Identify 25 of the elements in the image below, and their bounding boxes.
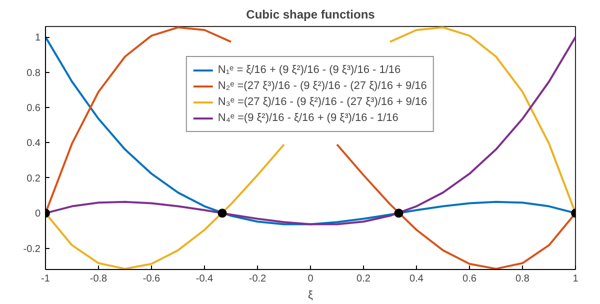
x-tick-label: -0.8 — [90, 274, 108, 284]
x-tick-label: -0.2 — [248, 274, 267, 284]
y-tick-label: 0.2 — [26, 173, 41, 184]
x-tick-label: 0.8 — [516, 274, 530, 284]
y-tick-label: 0 — [34, 208, 41, 220]
legend-label: N₃ᵉ =(27 ξ)/16 - (9 ξ²)/16 - (27 ξ³)/16 + 9/16 — [218, 95, 428, 109]
y-tick-label: 0.8 — [26, 68, 41, 79]
x-tick-label: 1 — [572, 274, 579, 284]
x-tick-label: -1 — [41, 274, 50, 284]
legend-label: N₂ᵉ =(27 ξ³)/16 - (9 ξ²)/16 - (27 ξ)/16 + 9/16 — [218, 79, 427, 93]
y-tick-label: 1 — [34, 32, 41, 44]
y-tick-label: 0.6 — [26, 103, 41, 114]
x-axis-title: ξ — [308, 290, 314, 302]
chart-title: Cubic shape functions — [246, 8, 376, 22]
legend-label: N₁ᵉ = ξ/16 + (9 ξ²)/16 - (9 ξ³)/16 - 1/16 — [218, 63, 401, 77]
x-tick-label: -0.6 — [142, 274, 161, 284]
y-tick-label: 0.4 — [26, 138, 41, 150]
x-tick-label: -0.4 — [196, 274, 214, 284]
x-tick-label: 0 — [308, 274, 314, 284]
x-tick-label: 0.2 — [356, 274, 371, 284]
x-tick-label: 0.6 — [462, 274, 477, 284]
x-tick-label: 0.4 — [410, 274, 424, 284]
line-series — [46, 36, 576, 226]
legend-label: N₄ᵉ =(9 ξ²)/16 - ξ/16 + (9 ξ³)/16 - 1/16 — [218, 111, 398, 125]
y-tick-label: -0.2 — [23, 244, 41, 255]
